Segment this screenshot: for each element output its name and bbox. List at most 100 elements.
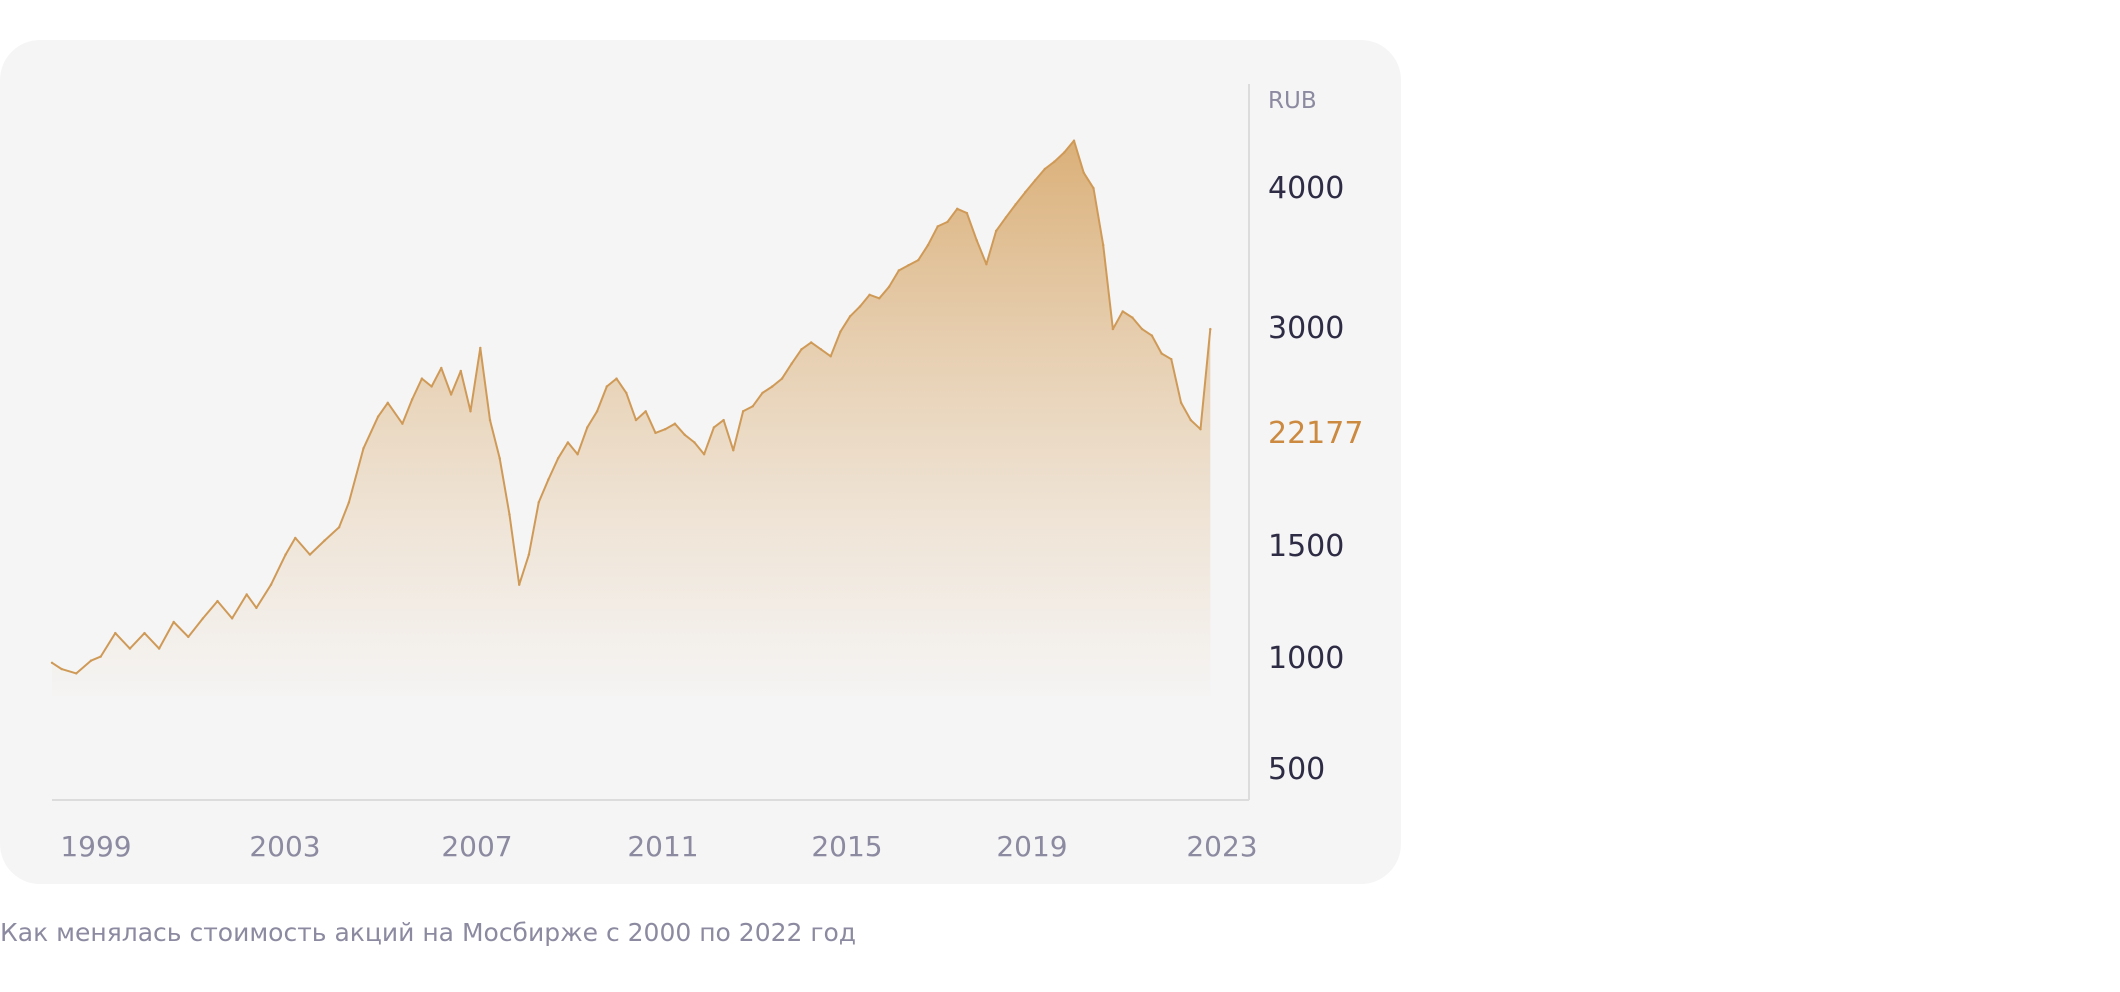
data-point — [245, 593, 248, 596]
x-tick-label: 2011 — [627, 830, 698, 863]
data-point — [60, 667, 63, 671]
data-point — [269, 583, 273, 586]
data-point — [1160, 352, 1163, 355]
data-point — [459, 369, 462, 373]
data-point — [114, 631, 117, 635]
data-point — [917, 258, 920, 262]
data-point — [488, 418, 492, 422]
data-point — [230, 617, 234, 620]
data-point — [741, 410, 745, 413]
data-point — [956, 207, 959, 210]
data-point — [634, 418, 638, 422]
chart-caption: Как менялась стоимость акций на Мосбирже… — [0, 918, 857, 947]
data-point — [479, 346, 482, 350]
y-tick-label: 3000 — [1268, 311, 1344, 346]
data-point — [683, 433, 686, 436]
data-point — [1014, 203, 1017, 206]
data-point — [449, 393, 453, 396]
data-point — [187, 635, 190, 639]
data-point — [518, 583, 521, 586]
data-point — [693, 441, 696, 444]
data-point — [508, 513, 511, 516]
y-unit-label: RUB — [1268, 88, 1317, 114]
data-point — [586, 426, 589, 429]
data-point — [1043, 167, 1047, 171]
data-point — [868, 293, 871, 296]
data-point — [201, 617, 205, 620]
data-point — [1170, 358, 1173, 361]
data-point — [1150, 334, 1154, 337]
data-point — [878, 297, 881, 300]
data-point — [50, 661, 54, 664]
data-point — [897, 269, 900, 272]
data-point — [566, 441, 570, 444]
data-point — [1189, 418, 1193, 422]
data-point — [430, 385, 433, 388]
data-point — [547, 478, 550, 481]
data-point — [1072, 139, 1076, 142]
data-point — [128, 647, 132, 650]
data-point — [143, 631, 146, 635]
data-point — [858, 305, 862, 308]
data-point — [595, 410, 599, 413]
data-point — [1033, 179, 1037, 182]
x-tick-label: 2007 — [441, 830, 512, 863]
data-point — [401, 422, 404, 425]
data-point — [907, 264, 910, 267]
data-point — [420, 377, 424, 380]
data-point — [965, 211, 969, 215]
data-point — [99, 655, 102, 658]
data-point — [644, 410, 647, 413]
series-area — [52, 140, 1211, 696]
y-tick-label: 4000 — [1268, 171, 1344, 206]
data-point — [376, 415, 380, 418]
data-point — [1053, 160, 1056, 163]
data-point — [810, 341, 813, 344]
x-tick-label: 2015 — [811, 830, 882, 863]
data-point — [172, 620, 175, 624]
data-point — [1063, 151, 1066, 154]
data-point — [848, 315, 852, 318]
data-point — [985, 263, 988, 266]
x-tick-label: 1999 — [60, 830, 131, 863]
data-point — [722, 418, 725, 422]
data-point — [1102, 243, 1105, 247]
data-point — [1111, 327, 1115, 331]
data-point — [89, 659, 93, 662]
data-point — [527, 553, 531, 556]
data-point — [337, 526, 341, 529]
data-point — [537, 501, 540, 504]
data-point — [654, 431, 657, 435]
data-point — [615, 377, 618, 380]
data-point — [347, 501, 351, 504]
data-point — [790, 362, 793, 365]
data-point — [440, 366, 443, 370]
y-tick-label: 1000 — [1268, 641, 1344, 676]
data-point — [664, 428, 667, 431]
data-point — [1131, 316, 1134, 319]
data-point — [157, 647, 161, 650]
data-point — [308, 553, 312, 556]
data-point — [362, 447, 365, 450]
data-point — [469, 410, 472, 413]
data-point — [761, 391, 764, 395]
data-point — [1121, 310, 1124, 313]
data-point — [819, 348, 823, 351]
data-point — [284, 553, 287, 556]
data-point — [1140, 327, 1144, 331]
data-point — [771, 385, 774, 388]
data-point — [1199, 428, 1202, 431]
data-point — [216, 599, 219, 603]
data-point — [1082, 171, 1085, 174]
y-tick-label: 500 — [1268, 752, 1325, 787]
data-point — [75, 672, 78, 675]
current-value-label: 22177 — [1268, 416, 1363, 451]
data-point — [751, 405, 754, 408]
data-point — [1004, 216, 1008, 219]
x-tick-label: 2003 — [249, 830, 320, 863]
data-point — [1092, 187, 1095, 190]
x-tick-label: 2019 — [996, 830, 1067, 863]
data-point — [1024, 191, 1027, 194]
data-point — [887, 285, 891, 288]
data-point — [946, 220, 949, 224]
